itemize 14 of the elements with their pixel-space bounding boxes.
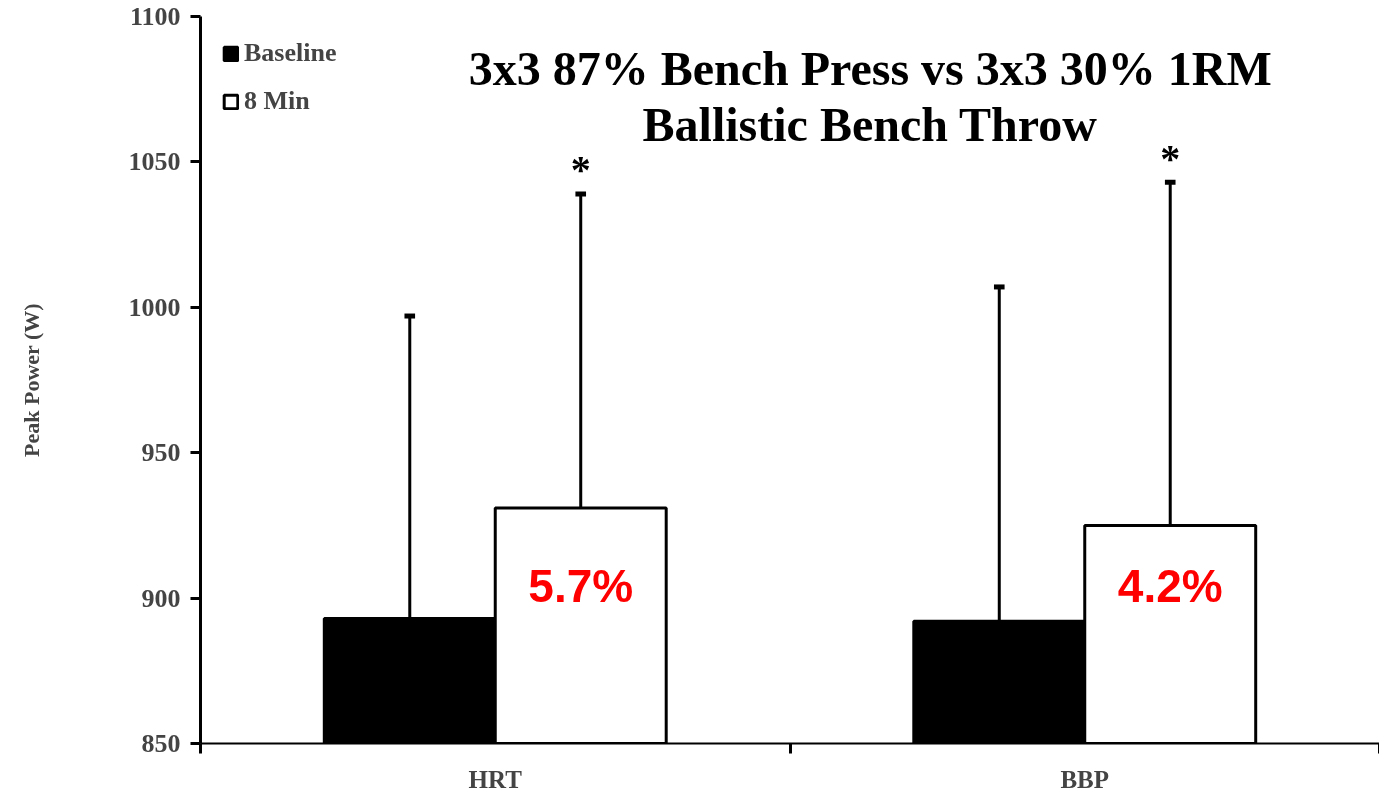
y-axis-title: Peak Power (W) <box>18 303 44 457</box>
x-tick-label: BBP <box>1060 765 1110 793</box>
y-tick-label: 1000 <box>128 292 181 322</box>
x-tick-label: HRT <box>468 765 523 793</box>
legend-label: Baseline <box>244 38 337 68</box>
y-tick-label: 850 <box>141 729 181 758</box>
annotation: 5.7% <box>528 560 634 613</box>
y-tick-label: 900 <box>141 583 181 613</box>
legend-label: 8 Min <box>244 86 310 116</box>
y-tick-label: 1050 <box>128 147 181 177</box>
annotation: 4.2% <box>1117 560 1223 613</box>
y-tick-label: 950 <box>141 438 181 468</box>
annotation: * <box>570 147 591 193</box>
y-tick-label: 1100 <box>129 2 181 31</box>
